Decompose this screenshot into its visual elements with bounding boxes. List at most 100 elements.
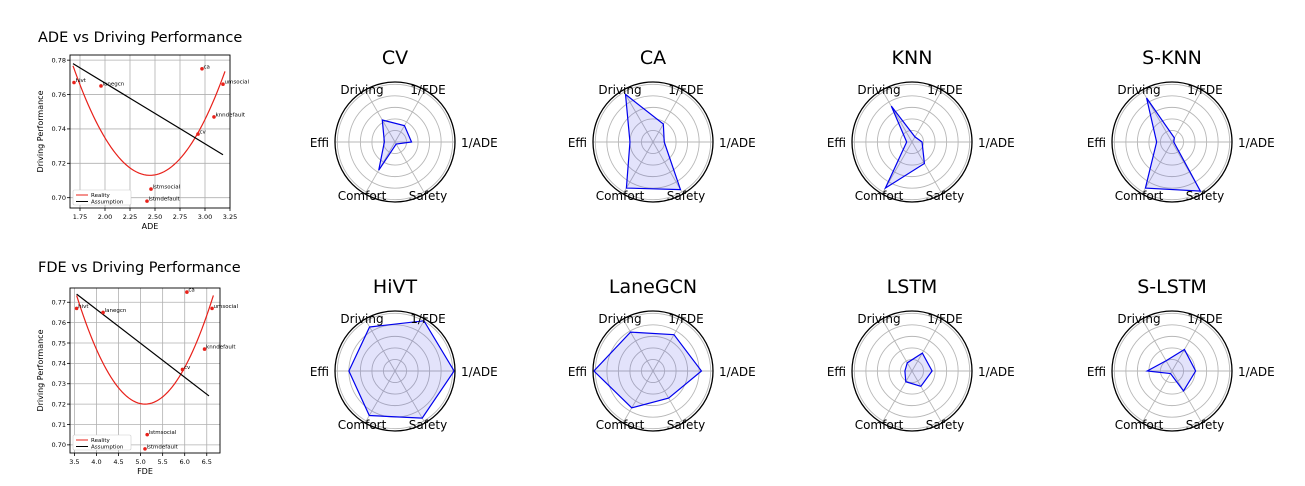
radar-spoke [911,89,943,143]
radar-axis-label: Safety [667,418,705,432]
x-tick-label: 5.0 [135,458,145,466]
x-axis-label: FDE [137,467,153,476]
data-point-label: knndefault [206,345,236,351]
data-point-label: ca [204,64,210,70]
radar-axis-label: Comfort [338,189,387,203]
radar-axis-label: 1/FDE [668,83,703,97]
radar-frame [1111,81,1233,203]
radar-axis-label: 1/ADE [978,136,1015,150]
radar-spoke [1141,141,1173,195]
radar-panel: Driving 1/FDE 1/ADE Safety Comfort Effi HiVT [310,276,498,432]
x-tick-label: 4.0 [91,458,101,466]
radar-spoke [394,89,426,143]
radar-data-polygon [624,93,682,191]
radar-spoke [911,318,943,372]
data-point-umsocial [221,82,225,87]
radar-spoke [911,370,943,424]
radar-spoke [364,89,396,143]
series-line-reality [72,65,226,176]
radar-spoke [394,318,426,372]
data-point-label: hivt [76,78,87,84]
radar-axis-label: Effi [568,136,587,150]
radar-spoke [911,141,943,195]
y-axis-label: Driving Performance [36,90,45,172]
x-tick-label: 1.75 [73,213,87,221]
data-point-lstmdefault [145,199,149,203]
radar-axis-label: Effi [1087,136,1106,150]
radar-axis-label: Comfort [1115,418,1164,432]
data-point-label: ca [188,288,194,294]
radar-data-polygon [1145,348,1197,393]
radar-frame [1111,310,1233,432]
scatter-panel: ADE vs Driving Performance 1.75 2.00 2.25 2.… [36,30,249,231]
radar-spoke [622,89,654,143]
data-point-hivt [72,80,76,85]
radar-axis-label: Driving [857,83,900,97]
radar-title: LSTM [887,276,938,298]
radar-axis-label: Driving [598,312,641,326]
radar-axis-label: Comfort [596,189,645,203]
radar-spoke [394,370,426,424]
x-tick-label: 2.50 [148,213,162,221]
radar-axis-label: 1/ADE [719,365,756,379]
radar-axis-label: 1/ADE [1238,136,1275,150]
radar-axis-label: Effi [310,136,329,150]
radar-frame [592,310,714,432]
radar-axis-label: Driving [1117,83,1160,97]
data-point-label: hivt [78,304,89,310]
radar-spoke [652,89,684,143]
radar-axis-label: Driving [857,312,900,326]
radar-axis-label: Safety [409,418,447,432]
radar-frame [851,81,973,203]
y-tick-label: 0.75 [52,339,66,347]
radar-axis-label: Comfort [855,418,904,432]
radar-spoke [1141,370,1173,424]
radar-panel: Driving 1/FDE 1/ADE Safety Comfort Effi LSTM [827,276,1015,432]
radar-spoke [622,141,654,195]
series-line-assumption [72,63,224,156]
x-tick-label: 5.5 [157,458,167,466]
y-tick-label: 0.74 [52,125,66,133]
radar-axis-label: Driving [340,83,383,97]
data-point-cv [196,132,200,136]
data-point-label: lanegcn [105,308,127,314]
radar-panel: Driving 1/FDE 1/ADE Safety Comfort Effi S-KNN [1087,47,1275,203]
radar-axis-label: Comfort [338,418,387,432]
x-tick-label: 6.5 [202,458,212,466]
radar-data-polygon [378,119,413,171]
y-tick-label: 0.77 [52,299,66,307]
plot-frame [69,287,221,454]
x-axis-label: ADE [142,222,159,231]
radar-axis-label: 1/ADE [1238,365,1275,379]
legend-label: Assumption [91,200,124,206]
radar-spoke [364,370,396,424]
radar-data-polygon [884,105,926,190]
radar-title: KNN [892,47,933,69]
radar-spoke [881,370,913,424]
data-point-label: umsocial [225,80,250,86]
radar-frame [334,310,456,432]
data-point-lanegcn [99,84,103,88]
y-axis-label: Driving Performance [36,329,45,411]
radar-axis-label: Safety [409,189,447,203]
y-tick-label: 0.78 [52,56,66,64]
radar-title: CV [382,47,408,69]
data-point-label: knndefault [216,112,246,118]
radar-data-polygon [1144,97,1202,192]
y-tick-label: 0.74 [52,360,66,368]
data-point-label: lstmsocial [153,185,181,191]
data-point-ca [185,290,189,294]
radar-axis-label: 1/FDE [410,83,445,97]
y-tick-label: 0.76 [52,319,66,327]
radar-panel: Driving 1/FDE 1/ADE Safety Comfort Effi KNN [827,47,1015,203]
radar-axis-label: Safety [667,189,705,203]
data-point-label: lanegcn [103,81,125,87]
data-point-label: umsocial [214,304,239,310]
data-point-knndefault [202,347,207,351]
radar-axis-label: Effi [568,365,587,379]
radar-spoke [881,89,913,143]
data-point-ca [200,66,204,71]
radar-title: S-LSTM [1137,276,1207,298]
y-tick-label: 0.73 [52,380,66,388]
data-point-label: lstmsocial [149,430,177,436]
